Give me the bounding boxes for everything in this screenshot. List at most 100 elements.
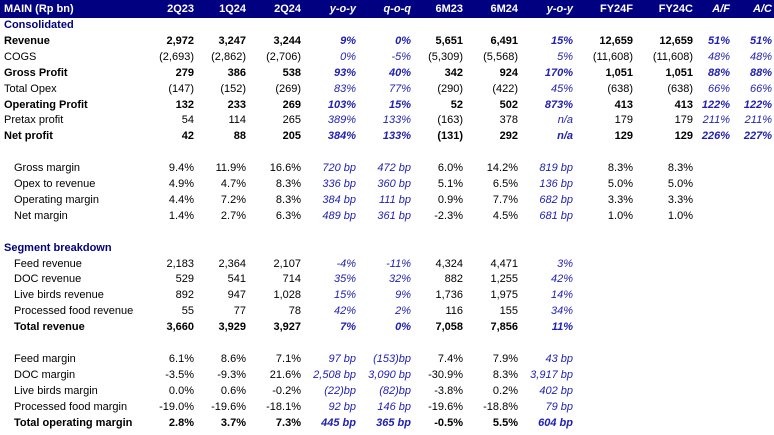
table-row: Net profit 42 88 205 384% 133% (131) 292 n/a 129 1… [0,129,774,145]
table-cell: 365 bp [376,416,411,429]
table-cell [732,304,774,320]
row-label: Live birds margin [14,384,98,397]
table-cell: 15% [550,34,573,47]
table-cell: 16.6% [269,162,301,175]
table-cell: 265 [282,114,301,127]
column-header: FY24C [635,0,695,18]
table-cell: 77 [233,305,246,318]
table-cell [575,288,635,304]
table-cell: 4.4% [168,193,194,206]
table-cell: 1.0% [607,209,633,222]
table-row: Total operating margin 2.8% 3.7% 7.3% 445 bp… [0,416,774,432]
table-cell: 7.1% [275,352,301,365]
table-cell [635,272,695,288]
table-cell: 21.6% [269,368,301,381]
table-cell: 472 bp [377,162,411,175]
table-cell: 0% [395,321,411,334]
table-cell: 0% [395,34,411,47]
empty-cell [358,336,413,352]
table-cell: -19.6% [211,400,246,413]
table-cell [695,368,732,384]
table-cell [732,193,774,209]
table-cell: 211% [702,114,730,127]
table-cell: 205 [282,130,301,143]
table-cell: 42 [181,130,194,143]
column-header: 1Q24 [196,0,248,18]
table-row: COGS (2,693) (2,862) (2,706) 0% -5% (5,309) (5,… [0,50,774,66]
table-row: Revenue 2,972 3,247 3,244 9% 0% 5,651 6,491 15% 1… [0,34,774,50]
table-cell: 413 [614,98,633,111]
empty-cell [732,241,774,257]
table-cell: 489 bp [322,209,356,222]
table-cell [695,416,732,432]
table-cell: 360 bp [377,178,411,191]
table-cell: 2,972 [166,34,194,47]
empty-cell [358,241,413,257]
spacer-row [0,336,774,352]
row-label: DOC margin [14,368,76,381]
empty-cell [303,18,358,34]
table-cell: 3.3% [667,193,693,206]
table-cell [635,352,695,368]
table-cell: 66% [707,82,730,95]
table-cell: 873% [544,98,573,111]
table-cell [732,177,774,193]
table-cell: 66% [749,82,772,95]
column-header: 6M24 [465,0,520,18]
table-cell: 3.7% [220,416,246,429]
table-cell: 4,471 [490,257,518,270]
table-cell: -11% [386,257,411,270]
table-cell: 14.2% [486,162,518,175]
table-cell [635,416,695,432]
table-cell [635,384,695,400]
table-cell: (152) [220,82,246,95]
table-cell: 12,659 [659,34,693,47]
table-cell: 42% [550,273,573,286]
table-cell: 12,659 [599,34,633,47]
empty-cell [695,18,732,34]
table-cell [695,304,732,320]
table-title: MAIN (Rp bn) [0,0,150,18]
table-cell: 529 [175,273,194,286]
table-cell: 384% [327,130,356,143]
empty-cell [413,336,465,352]
table-cell: 129 [674,130,693,143]
empty-cell [520,241,575,257]
table-cell: 1,255 [490,273,518,286]
table-row: Processed food revenue 55 77 78 42% 2% 116 155 3… [0,304,774,320]
table-cell: 7.2% [220,193,246,206]
table-cell [635,320,695,336]
table-cell: 1,736 [435,289,463,302]
table-cell: 5,651 [435,34,463,47]
table-cell: -18.1% [266,400,301,413]
table-cell [732,384,774,400]
empty-cell [150,18,196,34]
table-cell: 48% [707,50,730,63]
table-cell: 133% [382,114,411,127]
empty-cell [150,145,196,161]
table-cell: 122% [701,98,730,111]
row-label: Operating margin [14,193,99,206]
table-cell: 8.3% [607,162,633,175]
empty-cell [303,241,358,257]
empty-cell [520,336,575,352]
table-cell [575,304,635,320]
table-cell: 15% [333,289,356,302]
empty-cell [413,145,465,161]
empty-cell [0,225,150,241]
row-label: Total operating margin [14,416,133,429]
table-cell: 3,929 [218,321,246,334]
empty-cell [196,241,248,257]
table-cell: 45% [550,82,573,95]
empty-cell [635,145,695,161]
table-row: Gross Profit 279 386 538 93% 40% 342 924 170% 1,0… [0,66,774,82]
table-cell: 111 bp [378,193,411,206]
table-cell: 7.4% [437,352,463,365]
table-cell: 179 [674,114,693,127]
empty-cell [575,145,635,161]
table-cell: 681 bp [539,209,573,222]
table-cell: 211% [744,114,772,127]
table-row: Feed revenue 2,183 2,364 2,107 -4% -11% 4,324 4… [0,257,774,273]
table-cell: 129 [614,130,633,143]
